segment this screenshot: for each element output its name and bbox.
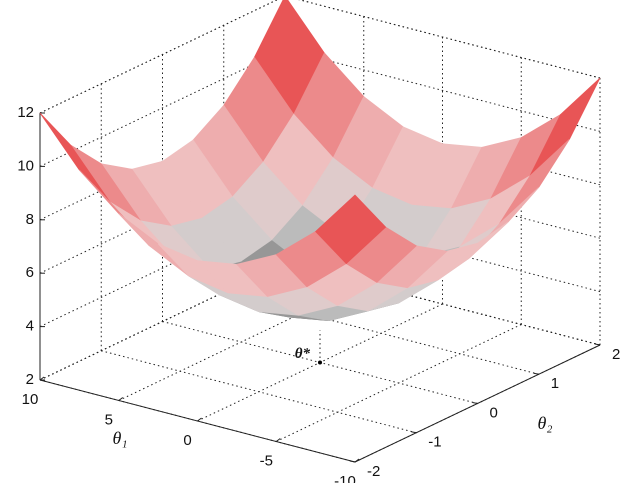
tick-mark [411, 431, 417, 434]
surface-patch [39, 112, 111, 203]
z-tick-label: 6 [26, 264, 34, 281]
annotation-label: θ* [295, 346, 311, 362]
y-axis-label: θ₂ [537, 413, 552, 433]
y-tick-label: 0 [490, 404, 498, 421]
z-tick-label: 4 [26, 318, 34, 335]
tick-mark [39, 376, 45, 381]
tick-mark [118, 397, 124, 401]
x-tick-label: 5 [105, 411, 113, 428]
x-tick-label: 10 [22, 391, 39, 408]
annotation-point [318, 360, 322, 365]
y-tick-label: -2 [367, 463, 380, 480]
z-tick-label: 10 [17, 157, 34, 174]
x-axis-label: θ₁ [112, 428, 127, 448]
tick-mark [197, 417, 202, 422]
x-tick-label: -10 [334, 473, 356, 483]
tick-mark [354, 458, 360, 463]
tick-mark [533, 372, 539, 375]
x-tick-label: 0 [183, 432, 191, 449]
z-tick-label: 12 [17, 104, 34, 121]
y-tick-label: -1 [428, 434, 441, 451]
z-tick-label: 8 [26, 211, 34, 228]
grid-line [101, 350, 417, 434]
tick-mark [594, 343, 601, 346]
tick-mark [275, 438, 281, 442]
grid-line [284, 48, 601, 132]
y-tick-label: 2 [612, 346, 620, 363]
tick-mark [472, 402, 478, 404]
tick-mark [349, 460, 356, 463]
y-tick-label: 1 [551, 375, 559, 392]
grid-line [39, 48, 286, 167]
surface-patch [315, 194, 387, 265]
z-tick-label: 2 [26, 371, 34, 388]
x-tick-label: -5 [260, 452, 273, 469]
